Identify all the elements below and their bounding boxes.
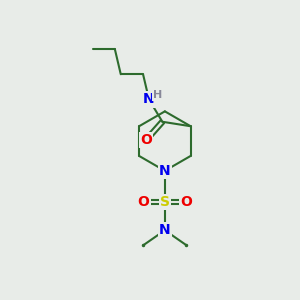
Text: O: O <box>137 195 149 209</box>
Text: O: O <box>180 195 192 209</box>
Text: N: N <box>159 223 171 237</box>
Text: N: N <box>143 92 155 106</box>
Text: S: S <box>160 195 170 209</box>
Text: N: N <box>159 164 171 178</box>
Text: O: O <box>140 133 152 147</box>
Text: H: H <box>153 90 162 100</box>
